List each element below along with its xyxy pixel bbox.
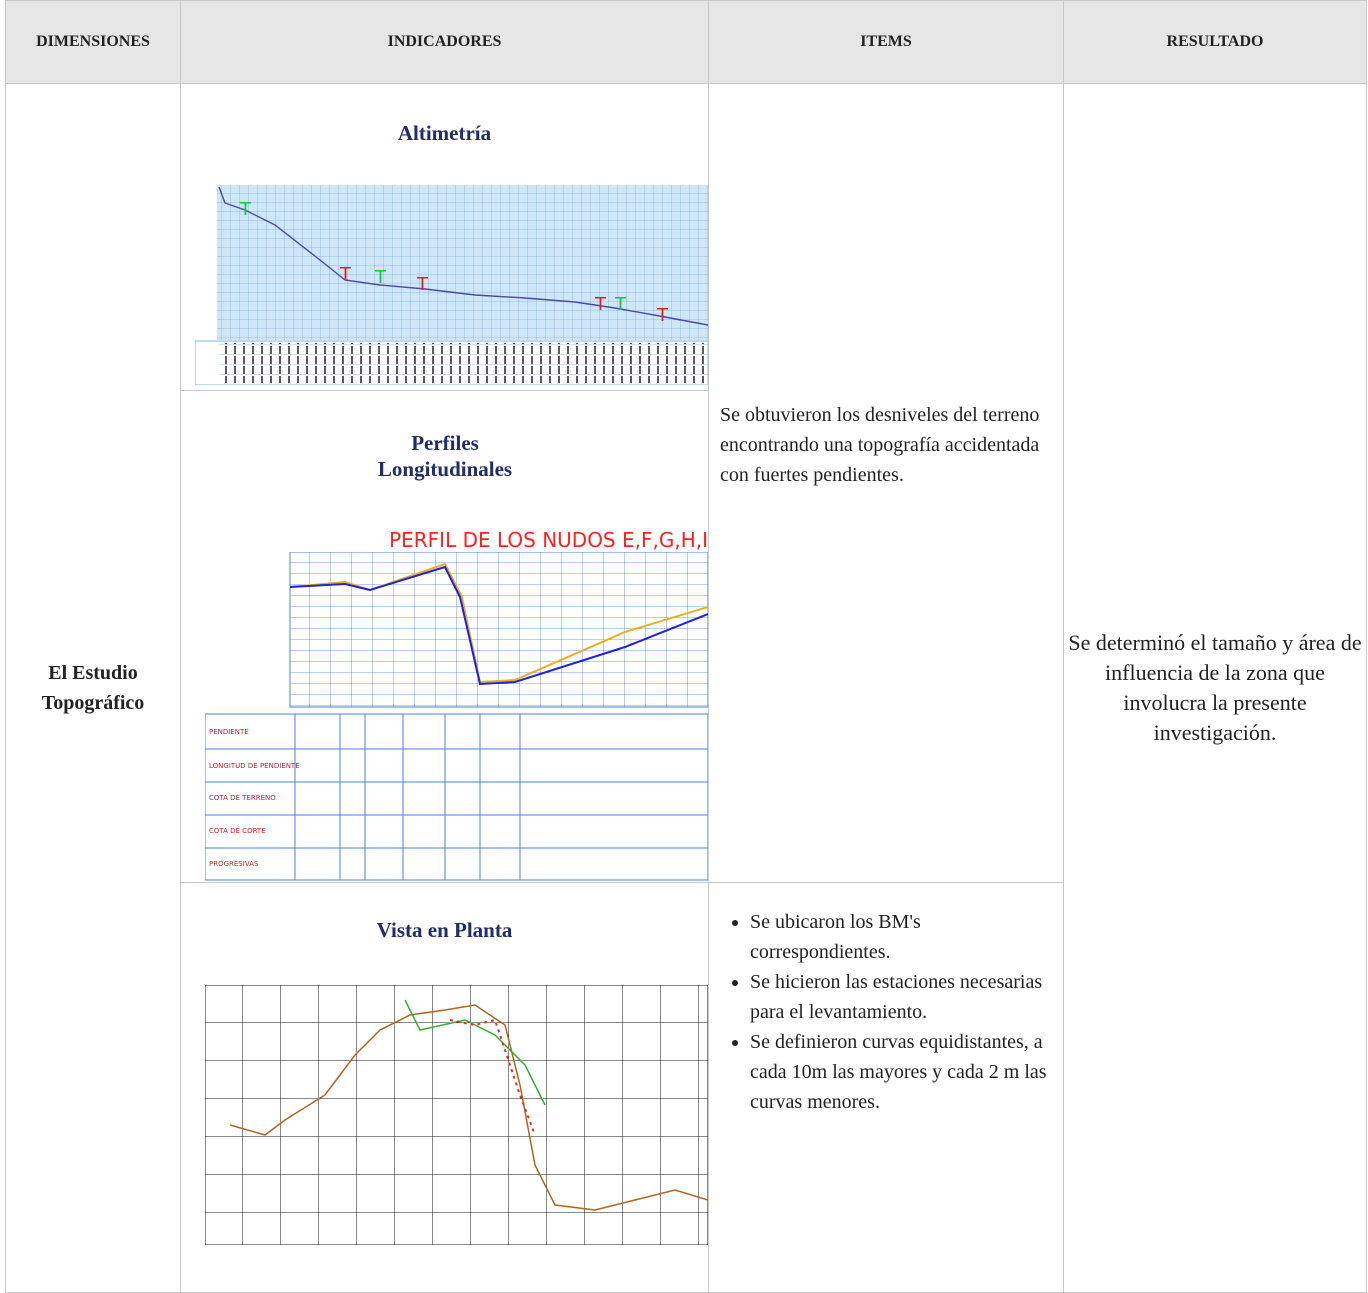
header-text: DIMENSIONES [36, 33, 150, 51]
dimension-cell: El Estudio Topográfico [5, 83, 181, 1293]
result-cell: Se determinó el tamaño y área de influen… [1063, 83, 1367, 1293]
profile-figure: PENDIENTE LONGITUD DE PENDIENTE COTA DE TE… [205, 552, 708, 882]
page: Estudio Topográfico {"header": {"columns… [0, 0, 1368, 1282]
header-text: RESULTADO [1167, 33, 1264, 51]
bullet: Se hicieron las estaciones necesarias pa… [750, 967, 1048, 1027]
header-text: ITEMS [860, 33, 912, 51]
header-cell: RESULTADO [1063, 0, 1367, 84]
plan-figure [205, 985, 708, 1245]
figure-title: PERFIL DE LOS NUDOS E,F,G,H,I [340, 528, 708, 552]
header-cell: ITEMS [708, 0, 1064, 84]
header-cell: INDICADORES [180, 0, 709, 84]
bullet: Se definieron curvas equidistantes, a ca… [750, 1027, 1048, 1117]
svg-text:LONGITUD DE PENDIENTE: LONGITUD DE PENDIENTE [209, 762, 300, 770]
item-text: Se obtuvieron los desniveles del terreno… [720, 400, 1040, 490]
dimension: El Estudio Topográfico [26, 658, 160, 718]
svg-text:T: T [594, 294, 607, 315]
svg-text:COTA DE TERRENO: COTA DE TERRENO [209, 794, 276, 802]
indicator-title: Vista en Planta [180, 917, 709, 943]
page-body: DIMENSIONES INDICADORES ITEMS RESULTADO … [0, 0, 1368, 1282]
header-text: INDICADORES [388, 33, 502, 51]
item-list: Se ubicaron los BM's correspondientes. S… [728, 907, 1048, 1117]
header-cell: DIMENSIONES [5, 0, 181, 84]
result: Se determinó el tamaño y área de influen… [1064, 628, 1366, 748]
indicator-title: Perfiles Longitudinales [345, 430, 545, 482]
svg-text:PENDIENTE: PENDIENTE [209, 728, 249, 736]
svg-text:T: T [374, 267, 387, 288]
svg-text:T: T [239, 199, 252, 220]
svg-text:COTA DE CORTE: COTA DE CORTE [209, 827, 266, 835]
svg-text:T: T [656, 305, 669, 326]
svg-text:T: T [416, 274, 429, 295]
bullet-list: Se ubicaron los BM's correspondientes. S… [728, 907, 1048, 1117]
svg-text:PROGRESIVAS: PROGRESIVAS [209, 860, 259, 868]
bullet: Se ubicaron los BM's correspondientes. [750, 907, 1048, 967]
indicator-title: Altimetría [180, 120, 709, 146]
svg-text:T: T [339, 264, 352, 285]
svg-text:T: T [614, 294, 627, 315]
